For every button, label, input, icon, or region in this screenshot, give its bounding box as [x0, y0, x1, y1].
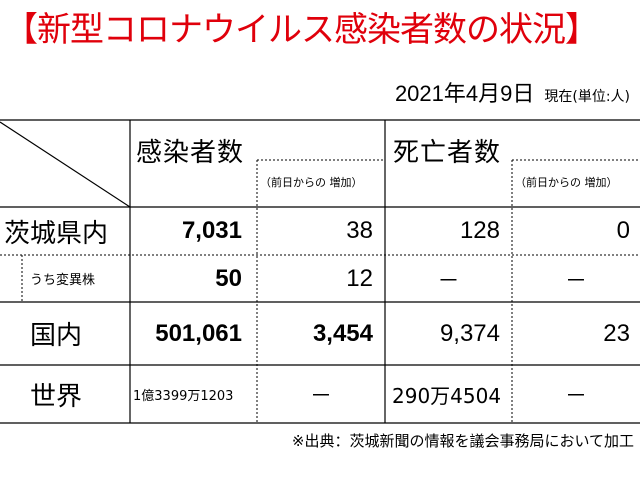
japan-infections-increase: 3,454 [312, 319, 373, 347]
page-title: 【新型コロナウイルス感染者数の状況】 [4, 10, 599, 50]
variant-deaths: － [437, 268, 460, 294]
row-label-japan: 国内 [30, 321, 83, 351]
unit-note: 現在(単位:人) [544, 89, 630, 105]
report-date: 2021年4月9日 [394, 81, 535, 106]
row-label-world: 世界 [30, 381, 83, 412]
japan-deaths-increase: 23 [603, 319, 630, 347]
row-label-variant: うち変異株 [30, 273, 96, 288]
ibaraki-deaths: 128 [459, 217, 500, 244]
header-deaths-increase: （前日からの 増加） [515, 176, 618, 189]
header-infections-increase: （前日からの 増加） [260, 176, 363, 189]
ibaraki-infections-increase: 38 [346, 217, 373, 244]
row-label-ibaraki: 茨城県内 [4, 218, 109, 249]
header-deaths: 死亡者数 [393, 137, 502, 168]
japan-deaths: 9,374 [439, 319, 500, 347]
ibaraki-deaths-increase: 0 [616, 217, 630, 244]
header-infections: 感染者数 [136, 137, 245, 168]
ibaraki-infections: 7,031 [181, 217, 242, 244]
variant-infections-increase: 12 [346, 264, 373, 292]
world-deaths-increase: － [564, 384, 587, 409]
source-footnote: ※出典：茨城新聞の情報を議会事務局において加工 [291, 432, 634, 450]
variant-infections: 50 [215, 264, 242, 292]
japan-infections: 501,061 [155, 319, 242, 347]
date-line: 2021年4月9日 現在(単位:人) [395, 76, 630, 108]
world-infections-increase: － [309, 384, 332, 409]
world-deaths: 290万4504 [392, 383, 502, 408]
world-infections: 1億3399万1203 [133, 388, 234, 404]
variant-deaths-increase: － [564, 268, 587, 294]
